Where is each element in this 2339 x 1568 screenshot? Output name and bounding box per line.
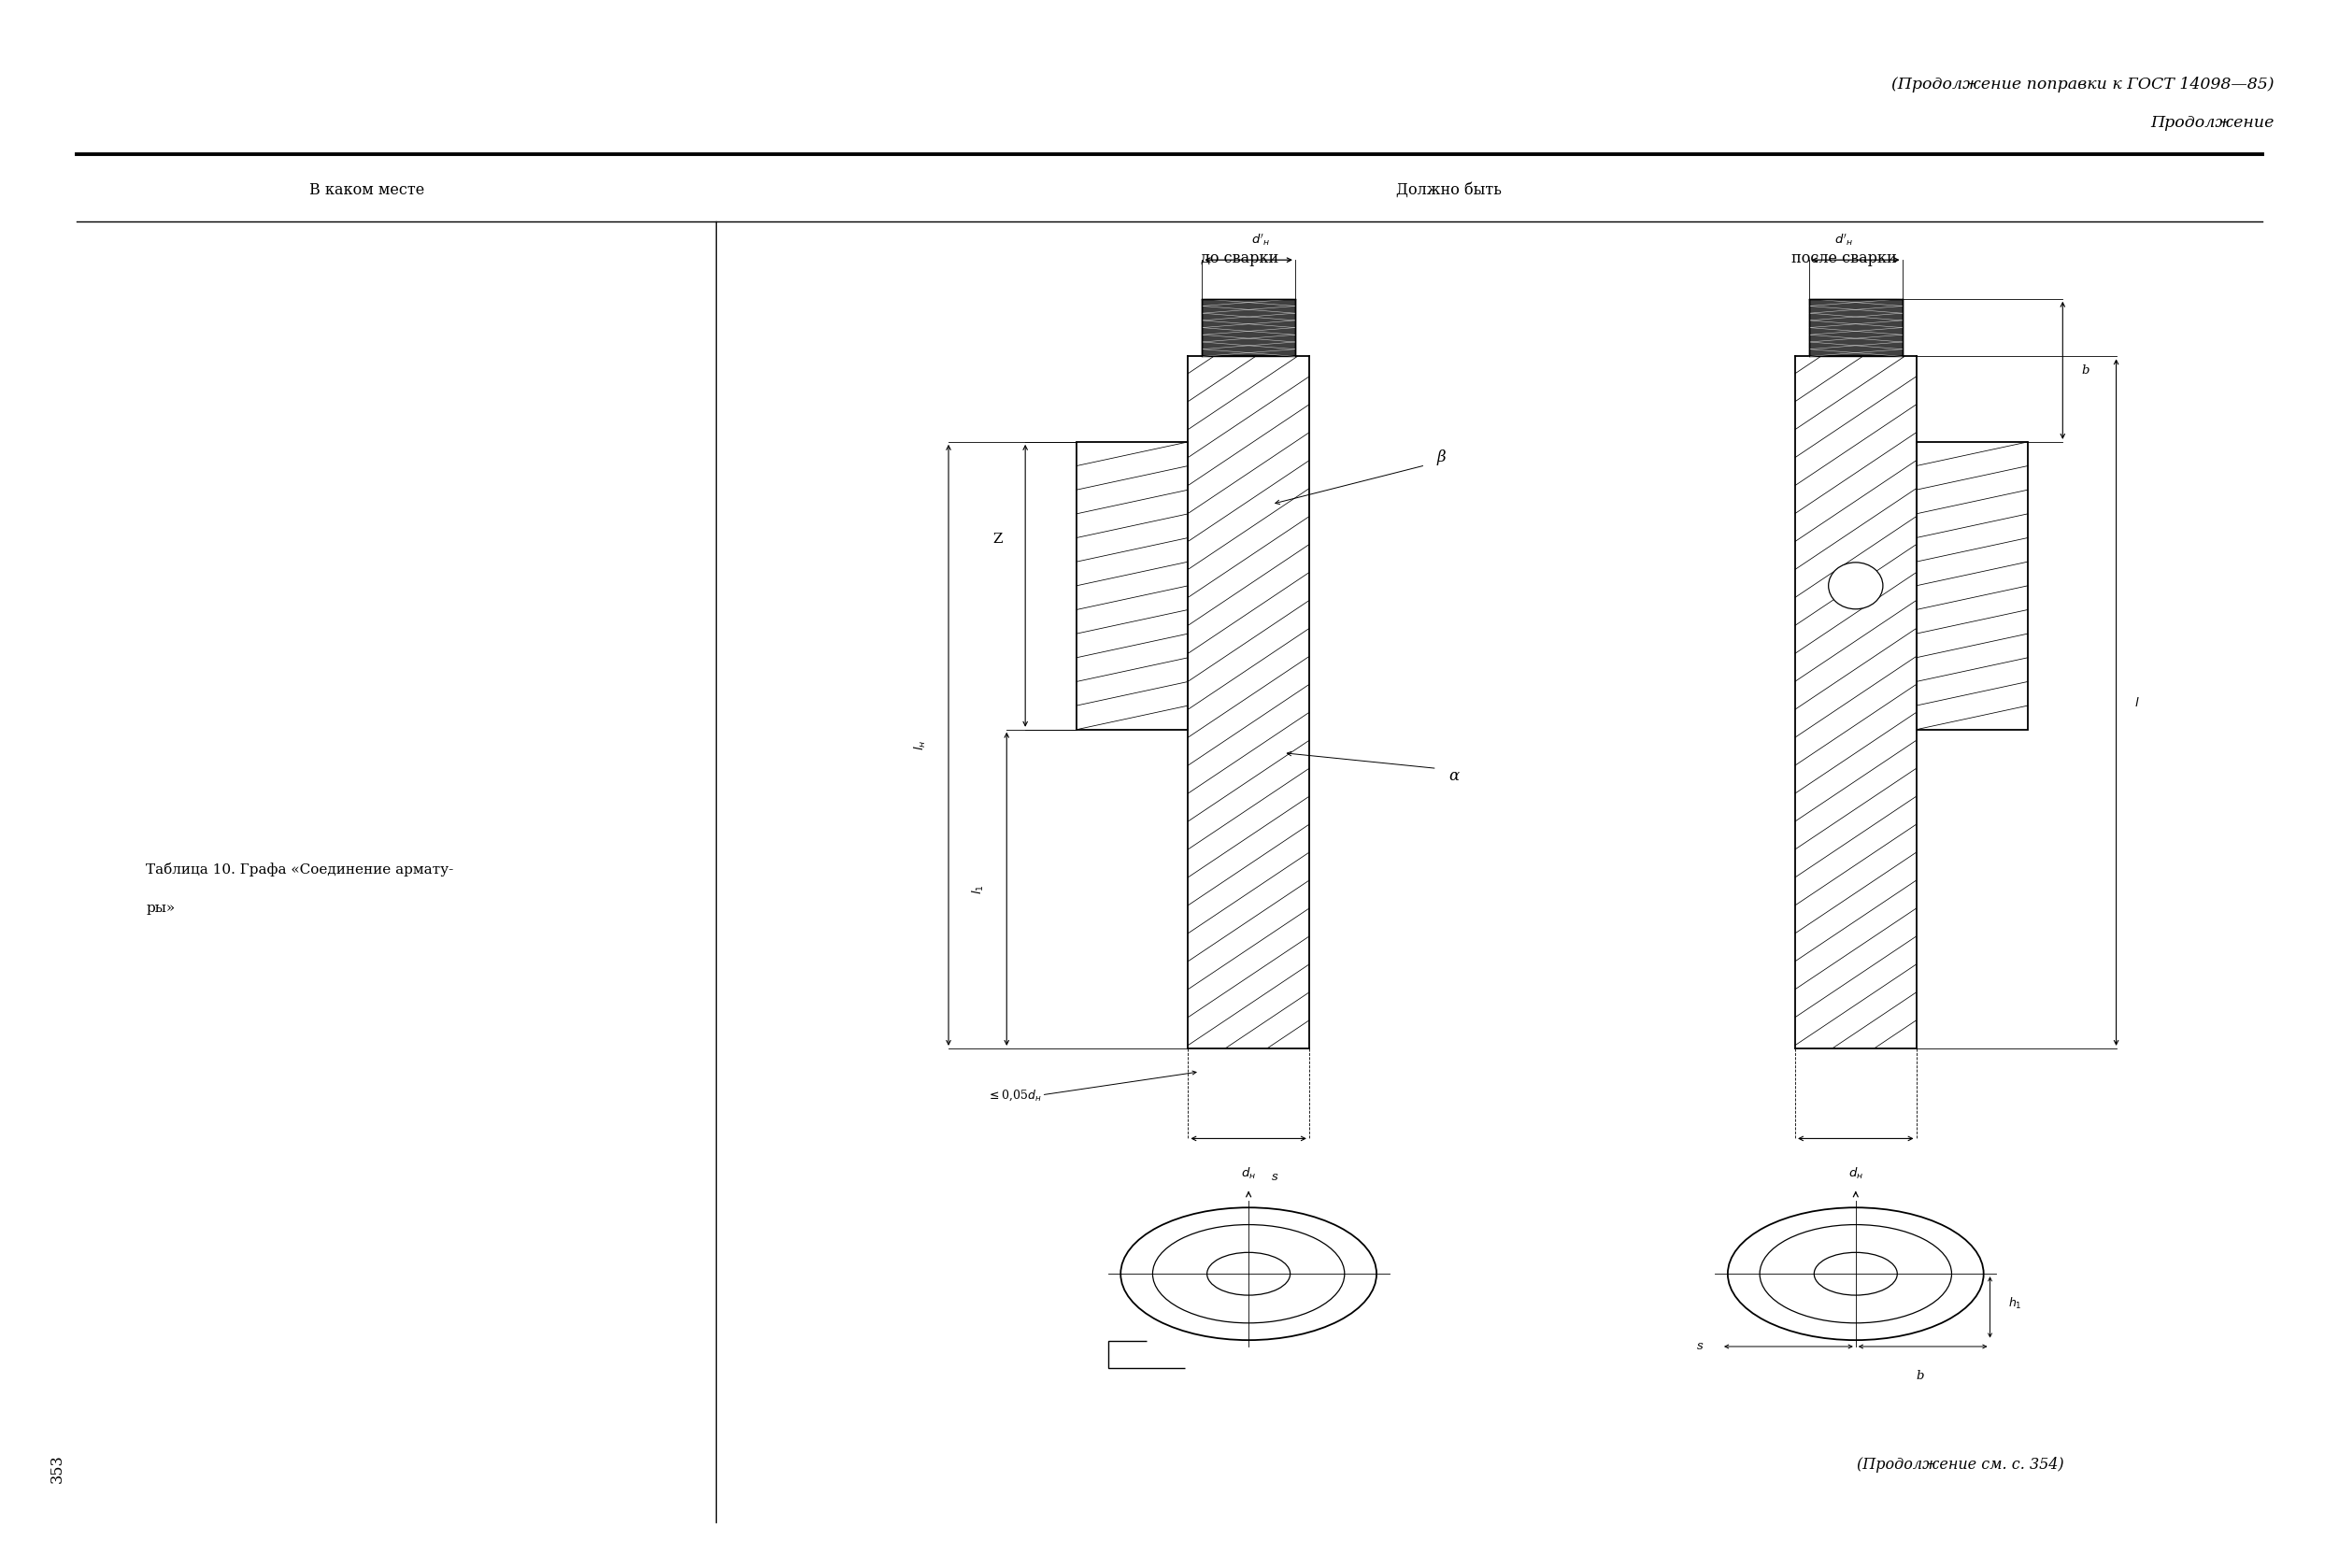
Text: $d'_н$: $d'_н$ <box>1834 232 1852 248</box>
Text: $l_1$: $l_1$ <box>971 884 987 894</box>
Bar <box>1808 299 1902 356</box>
Ellipse shape <box>1829 563 1883 608</box>
Text: В каком месте: В каком месте <box>309 182 426 198</box>
Text: Должно быть: Должно быть <box>1396 182 1502 198</box>
Text: $d'_н$: $d'_н$ <box>1251 232 1270 248</box>
Text: β: β <box>1436 450 1446 466</box>
Text: α: α <box>1448 768 1460 784</box>
Text: $h_1$: $h_1$ <box>2009 1297 2023 1311</box>
Ellipse shape <box>1207 1253 1291 1295</box>
Ellipse shape <box>1815 1253 1897 1295</box>
Ellipse shape <box>1120 1207 1378 1341</box>
Text: (Продолжение см. с. 354): (Продолжение см. с. 354) <box>1857 1457 2063 1472</box>
Ellipse shape <box>1153 1225 1345 1323</box>
Text: $l$: $l$ <box>2136 696 2140 709</box>
Text: Продолжение: Продолжение <box>2150 116 2274 132</box>
Text: s: s <box>1272 1171 1277 1182</box>
Text: $\leq$0,05$d_н$: $\leq$0,05$d_н$ <box>987 1088 1041 1102</box>
Ellipse shape <box>1729 1207 1983 1341</box>
Bar <box>1202 299 1296 356</box>
Text: b: b <box>1916 1370 1923 1381</box>
Bar <box>1916 442 2028 729</box>
Text: после сварки: после сварки <box>1792 251 1897 267</box>
Bar <box>1076 442 1188 729</box>
Text: 353: 353 <box>49 1454 65 1483</box>
Text: b: b <box>2082 364 2089 376</box>
Text: $l_н$: $l_н$ <box>912 740 929 751</box>
Text: $d_н$: $d_н$ <box>1848 1167 1864 1182</box>
Ellipse shape <box>1759 1225 1951 1323</box>
Text: (Продолжение поправки к ГОСТ 14098—85): (Продолжение поправки к ГОСТ 14098—85) <box>1892 77 2274 93</box>
Text: Z: Z <box>992 533 1003 546</box>
Text: $d_н$: $d_н$ <box>1242 1167 1256 1182</box>
Text: до сварки: до сварки <box>1200 251 1277 267</box>
Text: s: s <box>1696 1341 1703 1353</box>
Text: Таблица 10. Графа «Соединение армату-: Таблица 10. Графа «Соединение армату- <box>145 862 454 877</box>
Text: ры»: ры» <box>145 902 175 916</box>
